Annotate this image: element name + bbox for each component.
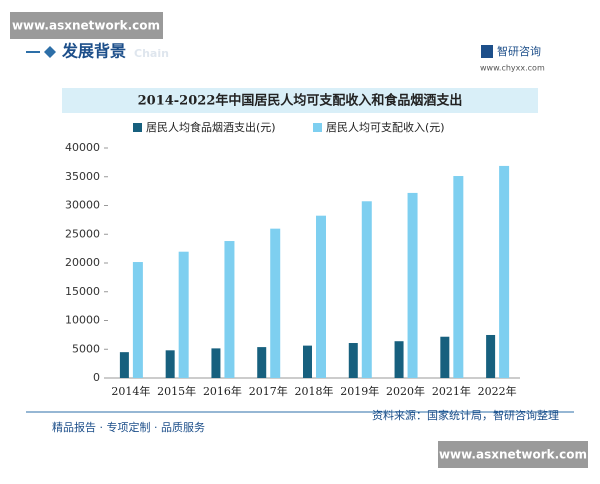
bar [407, 192, 418, 378]
y-tick-label: 0 [93, 371, 100, 384]
x-tick-label: 2018年 [295, 384, 334, 398]
legend-swatch [133, 123, 142, 132]
y-tick-label: 5000 [72, 342, 100, 355]
x-tick-label: 2021年 [432, 384, 471, 398]
legend-label: 居民人均食品烟酒支出(元) [146, 120, 276, 134]
y-tick-label: 15000 [65, 285, 100, 298]
bar [453, 176, 464, 378]
bar [224, 241, 235, 378]
bar [394, 341, 404, 378]
bar [119, 352, 129, 378]
bar [303, 345, 312, 378]
watermark: www.asxnetwork.com [439, 448, 587, 462]
x-tick-label: 2016年 [203, 384, 242, 398]
bar [348, 343, 358, 378]
x-tick-label: 2020年 [386, 384, 425, 398]
bar [270, 228, 281, 378]
y-tick-label: 40000 [65, 141, 100, 154]
y-tick-label: 10000 [65, 314, 100, 327]
brand-url: www.chyxx.com [480, 64, 545, 73]
y-tick-label: 35000 [65, 170, 100, 183]
y-tick-label: 25000 [65, 227, 100, 240]
x-tick-label: 2022年 [478, 384, 517, 398]
x-tick-label: 2014年 [111, 384, 150, 398]
bar [178, 251, 189, 378]
slogan: 精品报告 · 专项定制 · 品质服务 [52, 420, 205, 434]
bar [361, 201, 372, 378]
brand-logo [481, 45, 493, 58]
watermark: www.asxnetwork.com [12, 19, 160, 33]
section-en: Chain [134, 47, 169, 60]
bar [440, 336, 450, 378]
bar [316, 215, 326, 378]
section-title: 发展背景 [61, 42, 126, 61]
y-tick-label: 20000 [65, 256, 100, 269]
title-band [62, 88, 538, 113]
x-tick-label: 2019年 [340, 384, 379, 398]
brand: 智研咨询 [497, 44, 541, 58]
legend-label: 居民人均可支配收入(元) [326, 120, 445, 134]
bar [257, 347, 267, 378]
bar [486, 334, 496, 378]
bar [165, 350, 175, 378]
y-tick-label: 30000 [65, 199, 100, 212]
watermark-box [438, 441, 588, 468]
source: 资料来源：国家统计局，智研咨询整理 [372, 408, 559, 422]
bar [499, 165, 510, 378]
watermark-box [10, 12, 163, 39]
x-tick-label: 2017年 [249, 384, 288, 398]
chart-title: 2014-2022年中国居民人均可支配收入和食品烟酒支出 [138, 93, 463, 109]
bar [132, 262, 143, 378]
section-icon [44, 46, 56, 58]
bar [211, 348, 221, 378]
x-tick-label: 2015年 [157, 384, 196, 398]
legend-swatch [313, 123, 322, 132]
